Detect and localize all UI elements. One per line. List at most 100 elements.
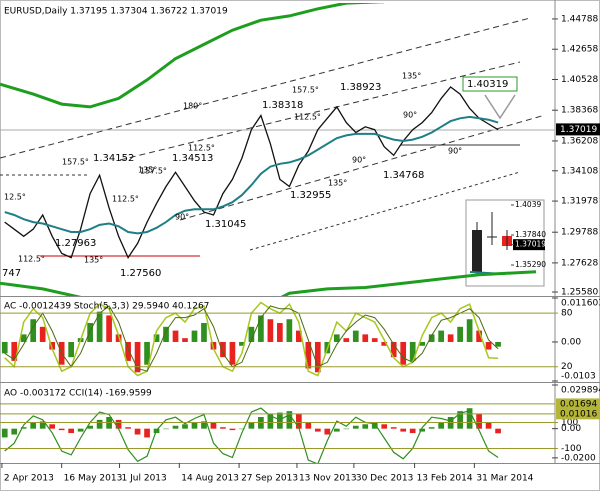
histogram-bar	[286, 319, 293, 342]
histogram-bar	[106, 315, 112, 342]
series-line	[4, 115, 499, 235]
histogram-bar	[381, 341, 388, 346]
level-label: 0.01016	[560, 409, 597, 419]
histogram-bar	[77, 428, 84, 432]
histogram-bar	[390, 341, 397, 358]
histogram-bar	[296, 414, 302, 429]
histogram-bar	[343, 338, 350, 342]
level-box	[556, 398, 600, 410]
annotation: 157.5°	[292, 86, 319, 95]
y-tick-label: -100	[561, 444, 582, 454]
histogram-bar	[314, 428, 321, 432]
histogram-bar	[201, 421, 207, 429]
histogram-bar	[49, 341, 56, 350]
histogram-bar	[210, 422, 217, 429]
histogram-bar	[163, 326, 169, 342]
current-price-box	[556, 123, 600, 136]
annotation: 180°	[183, 102, 202, 111]
histogram-bar	[400, 341, 407, 365]
y-tick-label: 80	[561, 309, 573, 319]
plot-area	[1, 407, 501, 463]
histogram-bar	[134, 428, 141, 435]
histogram-bar	[305, 341, 312, 369]
histogram-bar	[438, 422, 444, 429]
histogram-bar	[144, 341, 150, 365]
histogram-bar	[248, 422, 255, 429]
histogram-bar	[314, 341, 321, 373]
channel-line	[119, 61, 521, 161]
histogram-bar	[267, 319, 274, 342]
histogram-bar	[362, 334, 369, 342]
histogram-bar	[49, 424, 56, 429]
histogram-bar	[11, 428, 18, 435]
histogram-bar	[258, 315, 264, 342]
level-box	[556, 408, 600, 420]
annotation: 135°	[402, 72, 421, 81]
annotation: 112.5°	[188, 144, 215, 153]
annotation: 157.5°	[140, 167, 167, 176]
histogram-bar	[172, 330, 179, 342]
histogram-bar	[390, 427, 397, 429]
annotation: 1.31045	[205, 219, 246, 230]
histogram-bar	[324, 428, 331, 435]
series-line	[4, 86, 499, 259]
histogram-bar	[153, 334, 160, 342]
histogram-bar	[58, 428, 65, 431]
annotation: 90°	[175, 213, 189, 222]
annotation: 112.5°	[18, 255, 45, 264]
histogram-bar	[466, 319, 473, 342]
histogram-bar	[87, 323, 93, 342]
annotation: 90°	[403, 111, 417, 120]
histogram-bar	[115, 334, 122, 342]
histogram-bar	[438, 330, 444, 342]
histogram-bar	[495, 341, 501, 347]
histogram-bar	[333, 428, 340, 432]
histogram-bar	[20, 427, 27, 429]
histogram-bar	[144, 428, 150, 438]
histogram-bar	[11, 341, 18, 361]
annotation: 1.27560	[120, 268, 161, 279]
annotation: 135°	[328, 179, 347, 188]
annotation: 1.32955	[290, 190, 331, 201]
annotation: 1.34152	[93, 153, 134, 164]
annotation: 1.38318	[262, 100, 303, 111]
histogram-bar	[39, 326, 46, 342]
x-tick-label: 13 Nov 2013	[299, 474, 357, 484]
annotation: 90°	[352, 156, 366, 165]
histogram-bar	[457, 326, 463, 342]
histogram-bar	[248, 326, 255, 342]
histogram-bar	[277, 412, 283, 429]
histogram-bar	[30, 422, 37, 429]
inset-label: 1.37840	[515, 230, 546, 239]
inset-price-box	[513, 239, 545, 251]
histogram-bar	[296, 330, 302, 342]
annotation: 135°	[84, 256, 103, 265]
channel-lines	[0, 17, 555, 257]
histogram-bar	[286, 411, 293, 429]
histogram-bar	[409, 341, 416, 361]
annotation: 135°	[138, 166, 157, 175]
panel-title: EURUSD,Daily 1.37195 1.37304 1.36722 1.3…	[4, 7, 228, 17]
histogram-bar	[485, 422, 492, 429]
y-tick-label: 1.27628	[561, 258, 598, 268]
histogram-bar	[96, 311, 103, 342]
high-label: 1.40319	[467, 79, 508, 90]
histogram-bar	[125, 427, 131, 429]
annotation: 90°	[448, 147, 462, 156]
y2-tick-label: 0.00	[561, 424, 581, 434]
histogram-bar	[495, 428, 501, 434]
x-tick-label: 13 Feb 2014	[417, 474, 473, 484]
histogram-bar	[68, 428, 74, 434]
panel-title: AC -0.0012439 Stoch(5,3,3) 29.5940 40.12…	[4, 302, 209, 312]
annotation: 1.34513	[172, 153, 213, 164]
annotation: 1.38923	[340, 82, 381, 93]
inset-label: 1.4039	[515, 200, 541, 209]
y-tick-label: 1.38368	[561, 106, 598, 116]
annotation: 1.27963	[55, 238, 96, 249]
histogram-bar	[419, 428, 426, 432]
y-tick-label: 1.29788	[561, 228, 598, 238]
histogram-bar	[229, 428, 236, 431]
histogram-bar	[68, 341, 74, 358]
y2-tick-label: 0.011603	[561, 299, 600, 309]
y-tick-label: 1.40528	[561, 75, 598, 85]
